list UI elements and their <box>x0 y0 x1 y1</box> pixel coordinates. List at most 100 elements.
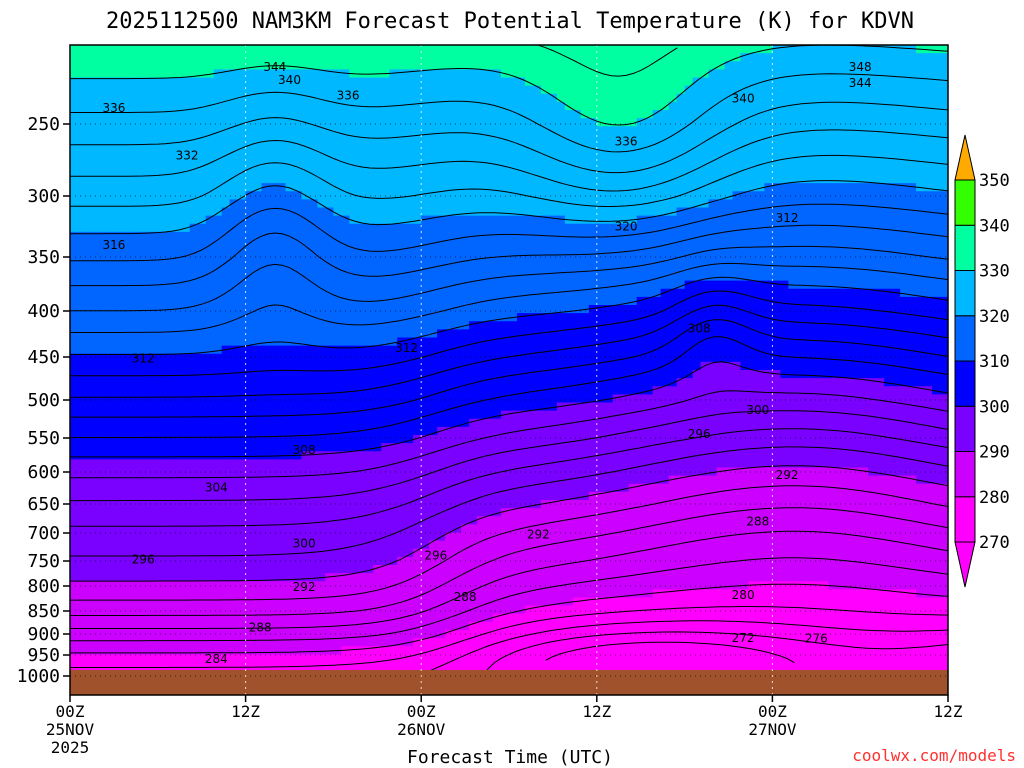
contour-fill-cell <box>461 150 470 160</box>
contour-fill-cell <box>580 126 590 135</box>
contour-fill-cell <box>900 166 909 176</box>
contour-fill-cell <box>796 175 805 184</box>
contour-fill-cell <box>421 150 430 160</box>
contour-fill-cell <box>628 305 638 314</box>
contour-fill-cell <box>85 69 95 79</box>
contour-fill-cell <box>261 101 271 111</box>
contour-fill-cell <box>70 158 79 168</box>
contour-fill-cell <box>397 370 406 379</box>
contour-fill-cell <box>708 361 718 371</box>
contour-fill-cell <box>261 175 271 184</box>
contour-fill-cell <box>381 240 390 249</box>
contour-fill-cell <box>860 85 869 95</box>
contour-fill-cell <box>732 85 742 95</box>
contour-fill-cell <box>692 329 702 339</box>
contour-fill-cell <box>325 85 334 95</box>
contour-fill-cell <box>732 183 742 192</box>
contour-fill-cell <box>588 402 598 412</box>
contour-fill-cell <box>772 142 781 152</box>
contour-fill-cell <box>620 256 630 265</box>
contour-fill-cell <box>684 337 694 347</box>
contour-fill-cell <box>820 183 829 192</box>
contour-fill-cell <box>413 53 422 62</box>
contour-fill-cell <box>141 45 151 54</box>
contour-fill-cell <box>149 231 159 241</box>
contour-fill-cell <box>924 118 933 127</box>
contour-fill-cell <box>293 158 303 168</box>
contour-fill-cell <box>157 191 167 200</box>
contour-fill-cell <box>229 45 239 54</box>
contour-fill-cell <box>405 264 414 274</box>
contour-fill-cell <box>101 61 111 70</box>
contour-fill-cell <box>437 240 446 249</box>
contour-fill-cell <box>205 101 215 111</box>
contour-fill-cell <box>181 345 191 355</box>
contour-fill-cell <box>772 199 781 209</box>
contour-fill-cell <box>804 305 813 314</box>
contour-fill-cell <box>692 77 702 87</box>
contour-fill-cell <box>357 337 366 347</box>
contour-fill-cell <box>197 215 207 225</box>
contour-fill-cell <box>173 101 183 111</box>
contour-fill-cell <box>477 264 486 274</box>
contour-fill-cell <box>277 305 287 314</box>
contour-fill-cell <box>796 231 805 241</box>
contour-fill-cell <box>548 337 558 347</box>
contour-fill-cell <box>70 231 79 241</box>
contour-fill-cell <box>189 126 199 135</box>
contour-fill-cell <box>93 223 103 233</box>
contour-fill-cell <box>173 150 183 160</box>
contour-fill-cell <box>453 93 462 103</box>
contour-fill-cell <box>604 378 614 387</box>
contour-fill-cell <box>580 69 590 79</box>
contour-fill-cell <box>868 77 877 87</box>
contour-fill-cell <box>429 77 438 87</box>
contour-fill-cell <box>724 142 734 152</box>
contour-fill-cell <box>493 93 502 103</box>
contour-fill-cell <box>485 166 494 176</box>
contour-fill-cell <box>437 337 446 347</box>
contour-fill-cell <box>293 134 303 144</box>
contour-fill-cell <box>237 361 247 371</box>
contour-fill-cell <box>485 272 494 282</box>
contour-fill-cell <box>389 150 398 160</box>
contour-fill-cell <box>405 386 414 395</box>
contour-fill-cell <box>485 378 494 387</box>
contour-fill-cell <box>700 280 710 290</box>
contour-fill-cell <box>724 337 734 347</box>
contour-fill-cell <box>125 175 135 184</box>
contour-fill-cell <box>373 240 382 249</box>
contour-fill-cell <box>692 288 702 298</box>
contour-fill-cell <box>389 378 398 387</box>
contour-fill-cell <box>93 410 103 420</box>
contour-fill-cell <box>836 361 845 371</box>
contour-fill-cell <box>101 361 111 371</box>
contour-fill-cell <box>309 207 319 217</box>
contour-fill-cell <box>381 272 390 282</box>
contour-fill-cell <box>708 166 718 176</box>
contour-fill-cell <box>844 370 853 379</box>
contour-fill-cell <box>780 305 789 314</box>
contour-fill-cell <box>884 321 893 330</box>
contour-fill-cell <box>772 93 781 103</box>
contour-fill-cell <box>668 337 678 347</box>
contour-fill-cell <box>317 280 327 290</box>
contour-fill-cell <box>884 329 893 339</box>
contour-fill-cell <box>301 207 311 217</box>
contour-fill-cell <box>900 353 909 363</box>
contour-fill-cell <box>373 345 382 355</box>
contour-fill-cell <box>700 345 710 355</box>
contour-fill-cell <box>892 134 901 144</box>
contour-fill-cell <box>101 272 111 282</box>
contour-fill-cell <box>860 53 869 62</box>
contour-fill-cell <box>437 231 446 241</box>
contour-fill-cell <box>564 175 574 184</box>
contour-fill-cell <box>660 45 670 54</box>
contour-fill-cell <box>261 207 271 217</box>
contour-fill-cell <box>908 53 917 62</box>
contour-fill-cell <box>253 337 263 347</box>
contour-fill-cell <box>940 207 948 217</box>
contour-fill-cell <box>908 280 917 290</box>
contour-fill-cell <box>93 158 103 168</box>
contour-fill-cell <box>261 158 271 168</box>
